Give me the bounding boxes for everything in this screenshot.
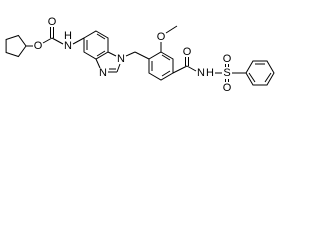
benzene-ring [83,30,109,60]
bond [51,37,64,45]
atom-label: O [223,53,232,65]
bond [116,63,121,73]
bond [161,54,171,61]
bond [264,72,272,83]
page: {"atoms": ["O", "O", "N", "H", "N", "N",… [0,0,318,97]
phenyl-ring [245,60,275,86]
atom-label: S [223,67,230,79]
bond [96,33,106,40]
atom-label: N [197,67,205,79]
bonds [5,25,275,86]
bond [95,58,101,69]
bond [134,51,150,60]
bond [107,51,117,57]
cyclopentane-ring [5,34,27,58]
atom-label: O [223,82,232,94]
atom-label: O [48,16,57,28]
molecule: O O N H N N O O N H S O O [5,16,275,94]
atom-label: O [183,46,192,58]
bond [172,65,188,74]
bond [186,65,197,72]
bond [72,37,85,45]
bond [42,37,53,44]
atom-label: N [99,67,107,79]
atom-labels: O O N H N N O O N H S O O [34,16,232,94]
bond [161,70,171,77]
bond [248,72,256,83]
atom-label: O [157,31,166,43]
atom-label: H [64,30,72,42]
atom-label: O [34,40,43,52]
atom-label: N [117,53,125,65]
atom-label: N [64,40,72,52]
bond [165,25,178,34]
bond [96,50,106,57]
atom-label: H [206,67,214,79]
bond [125,51,136,57]
benzene-ring [148,51,174,81]
